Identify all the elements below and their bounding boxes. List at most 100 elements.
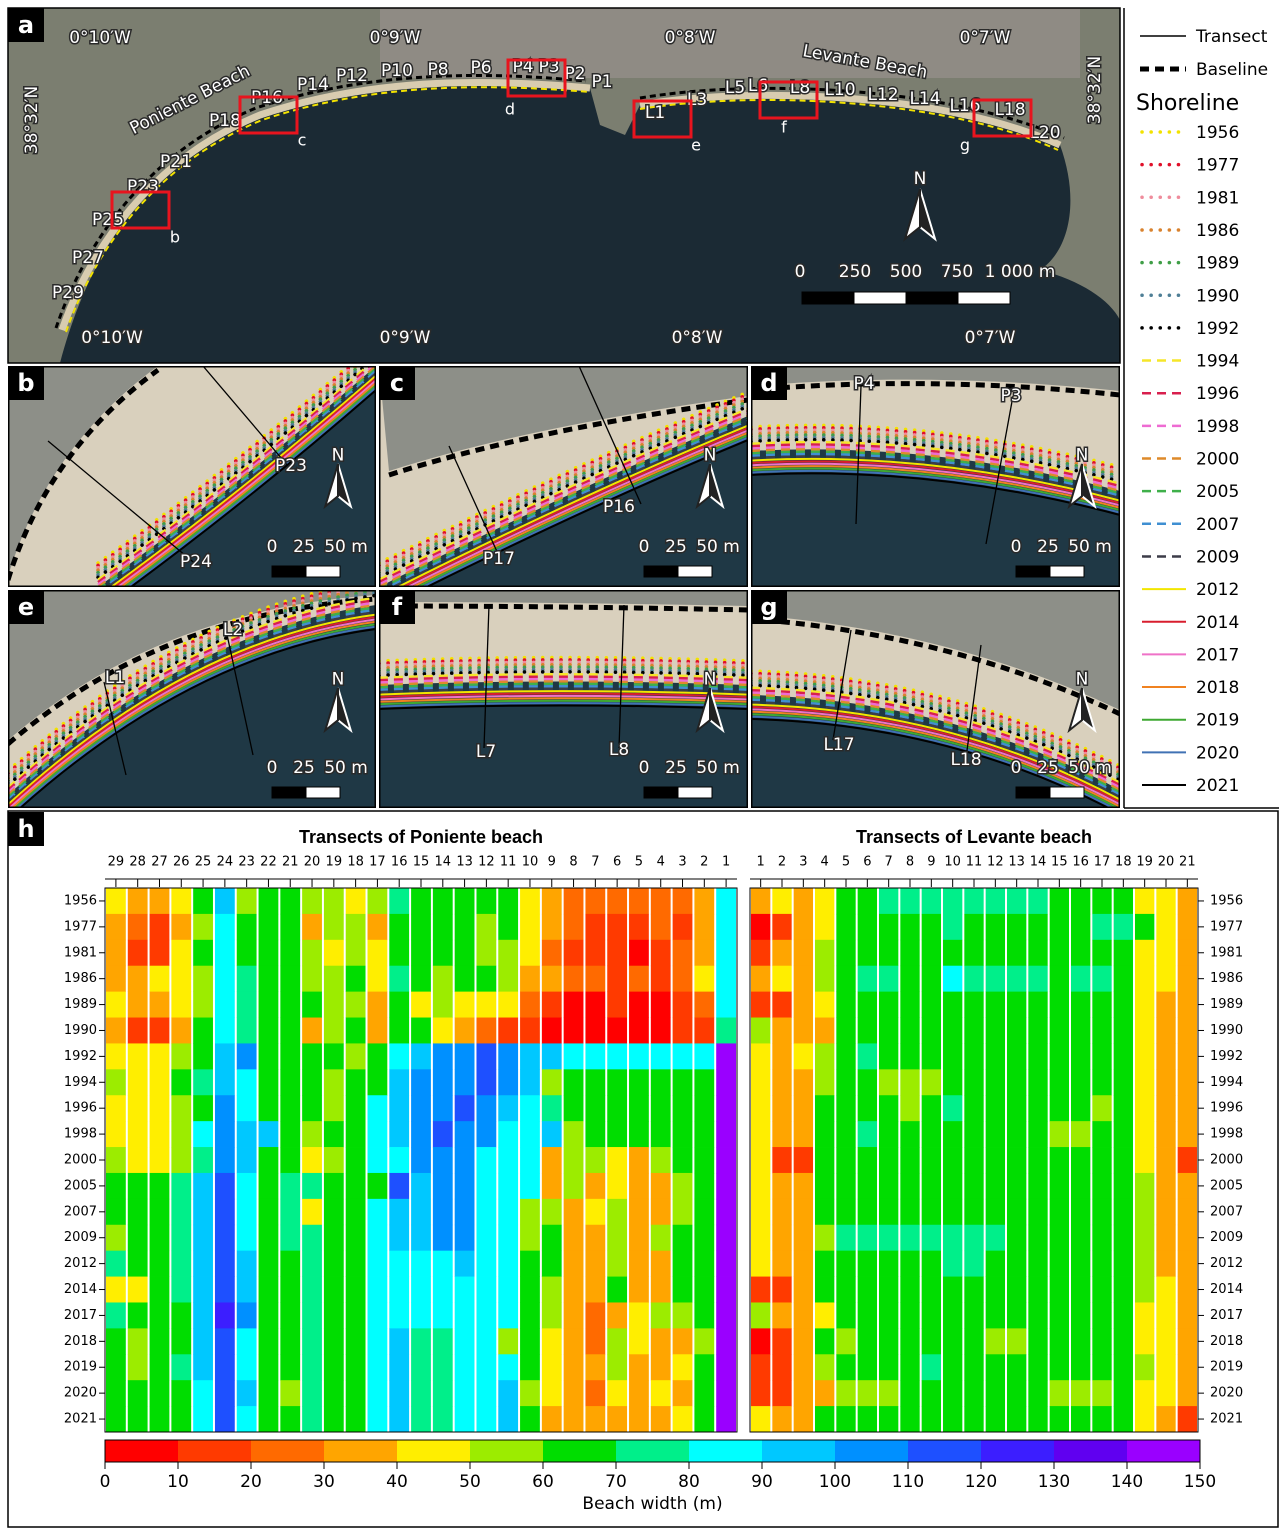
- heatmap-cell: [943, 1302, 962, 1328]
- heatmap-cell: [1092, 914, 1111, 940]
- heatmap-cell: [815, 1147, 834, 1173]
- heatmap-cell: [542, 1251, 562, 1277]
- year-label: 2007: [64, 1204, 97, 1219]
- heatmap-cell: [542, 1043, 562, 1069]
- heatmap-cell: [498, 1225, 518, 1251]
- heatmap-cell: [673, 1043, 693, 1069]
- legend-label: 1981: [1196, 188, 1239, 208]
- heatmap-cell: [1156, 1095, 1175, 1121]
- transect-label: P16: [603, 497, 635, 517]
- heatmap-cell: [411, 1173, 431, 1199]
- heatmap-cell: [259, 888, 279, 914]
- heatmap-cell: [751, 1121, 770, 1147]
- scale-label: 0: [1011, 758, 1022, 778]
- heatmap-cell: [542, 1302, 562, 1328]
- column-label: 2: [700, 855, 708, 870]
- heatmap-cell: [900, 1121, 919, 1147]
- heatmap-cell: [1071, 1018, 1090, 1044]
- heatmap-cell: [858, 1328, 877, 1354]
- column-label: 16: [391, 855, 408, 870]
- heatmap-cell: [694, 1121, 714, 1147]
- heatmap-cell: [280, 1199, 300, 1225]
- heatmap-cell: [716, 1069, 736, 1095]
- heatmap-cell: [433, 1225, 453, 1251]
- legend-label: 2009: [1196, 547, 1239, 567]
- heatmap-cell: [150, 1302, 170, 1328]
- heatmap-cell: [815, 1225, 834, 1251]
- column-label: 5: [842, 855, 850, 870]
- heatmap-cell: [1050, 1069, 1069, 1095]
- transect-label: L18: [994, 100, 1025, 120]
- heatmap-cell: [836, 1199, 855, 1225]
- heatmap-cell: [1007, 1225, 1026, 1251]
- year-label: 2000: [64, 1153, 97, 1168]
- heatmap-cell: [368, 940, 388, 966]
- heatmap-cell: [520, 1302, 540, 1328]
- heatmap-cell: [498, 1043, 518, 1069]
- heatmap-cell: [673, 1302, 693, 1328]
- heatmap-cell: [858, 1406, 877, 1432]
- heatmap-cell: [520, 940, 540, 966]
- heatmap-cell: [858, 1018, 877, 1044]
- heatmap-cell: [879, 1147, 898, 1173]
- column-label: 29: [108, 855, 125, 870]
- heatmap-cell: [368, 1277, 388, 1303]
- heatmap-cell: [629, 1406, 649, 1432]
- heatmap-cell: [1156, 1251, 1175, 1277]
- heatmap-cell: [302, 1173, 322, 1199]
- heatmap-cell: [629, 1095, 649, 1121]
- transect-label: P6: [470, 58, 491, 78]
- heatmap-cell: [171, 1173, 191, 1199]
- heatmap-cell: [836, 1302, 855, 1328]
- heatmap-cell: [259, 966, 279, 992]
- heatmap-cell: [751, 1251, 770, 1277]
- heatmap-cell: [150, 1380, 170, 1406]
- heatmap-cell: [1135, 1147, 1154, 1173]
- heatmap-cell: [607, 1406, 627, 1432]
- heatmap-cell: [836, 1354, 855, 1380]
- legend-title: Shoreline: [1136, 91, 1239, 116]
- heatmap-cell: [150, 1225, 170, 1251]
- heatmap-cell: [455, 888, 475, 914]
- heatmap-cell: [964, 1147, 983, 1173]
- legend-label: 1990: [1196, 286, 1239, 306]
- transect-label: P4: [853, 374, 874, 394]
- heatmap-cell: [879, 1095, 898, 1121]
- heatmap-cell: [986, 1043, 1005, 1069]
- transect-label: L1: [645, 103, 665, 123]
- column-label: 8: [569, 855, 577, 870]
- heatmap-cell: [1028, 1225, 1047, 1251]
- heatmap-cell: [879, 1277, 898, 1303]
- heatmap-cell: [836, 914, 855, 940]
- heatmap-cell: [943, 1147, 962, 1173]
- heatmap-cell: [128, 966, 148, 992]
- heatmap-cell: [1178, 1406, 1197, 1432]
- heatmap-cell: [171, 940, 191, 966]
- year-label: 1986: [64, 971, 97, 986]
- heatmap-cell: [324, 888, 344, 914]
- heatmap-cell: [411, 1302, 431, 1328]
- year-label: 2014: [1210, 1282, 1243, 1297]
- legend-label: 2017: [1196, 645, 1239, 665]
- heatmap-cell: [433, 1302, 453, 1328]
- heatmap-cell: [629, 1173, 649, 1199]
- heatmap-cell: [751, 914, 770, 940]
- heatmap-cell: [1114, 1380, 1133, 1406]
- column-label: 14: [435, 855, 452, 870]
- transect-label: L6: [748, 76, 768, 96]
- heatmap-cell: [411, 940, 431, 966]
- heatmap-cell: [651, 940, 671, 966]
- heatmap-cell: [900, 1406, 919, 1432]
- heatmap-cell: [716, 1018, 736, 1044]
- heatmap-cell: [900, 940, 919, 966]
- heatmap-cell: [215, 888, 235, 914]
- heatmap-cell: [389, 1043, 409, 1069]
- heatmap-cell: [564, 1225, 584, 1251]
- heatmap-cell: [193, 1069, 213, 1095]
- heatmap-cell: [1092, 1251, 1111, 1277]
- heatmap-cell: [215, 1018, 235, 1044]
- heatmap-cell: [128, 1225, 148, 1251]
- heatmap-cell: [302, 1354, 322, 1380]
- heatmap-cell: [106, 1380, 126, 1406]
